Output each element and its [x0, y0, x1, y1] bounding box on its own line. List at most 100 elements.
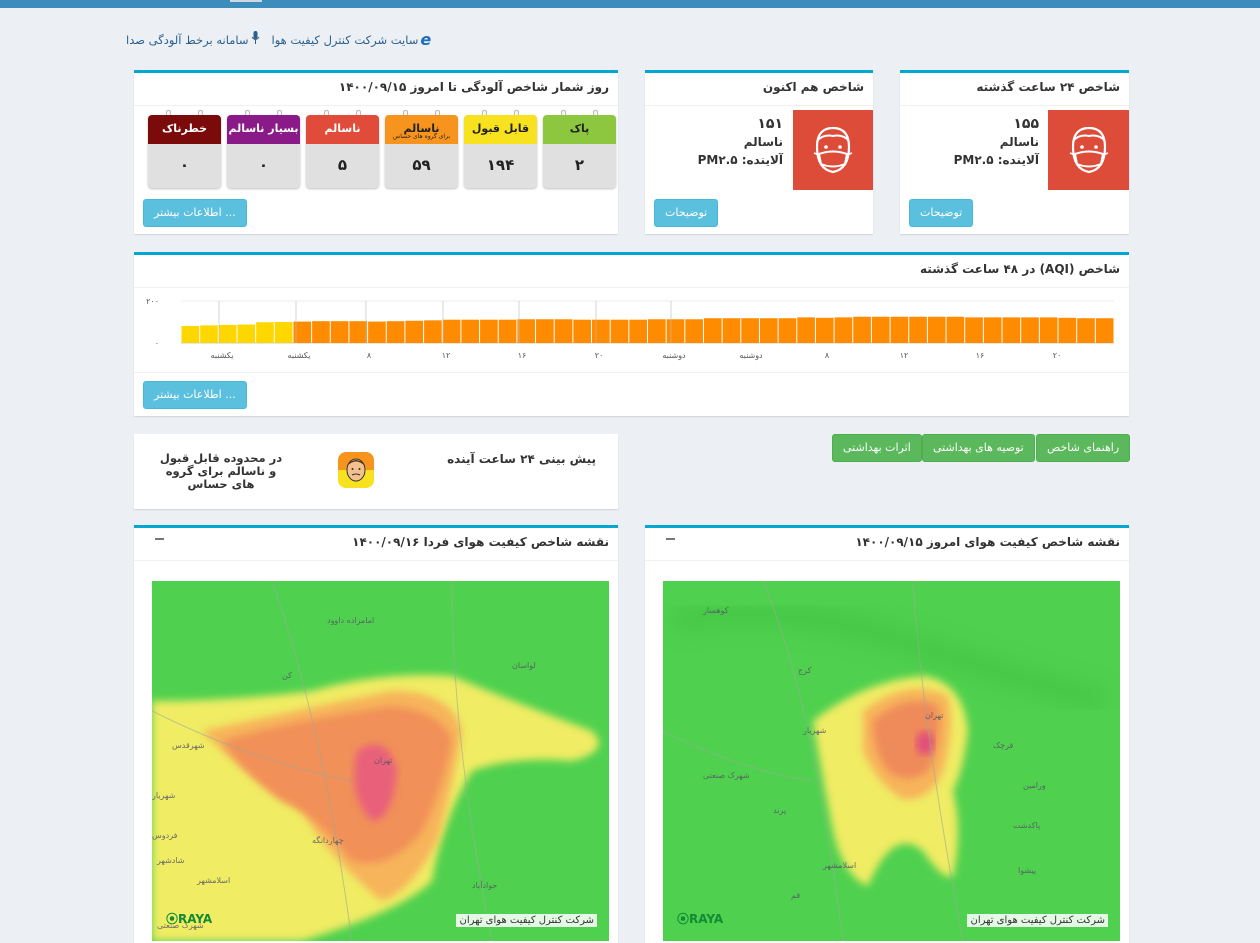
map-tomorrow-image[interactable]: تهران شهرقدس اسلامشهر فردوس شهریار لواسان کن ام… [152, 581, 609, 941]
map-place-label: پرند [773, 806, 787, 815]
forecast-box: پیش بینی ۲۴ ساعت آینده در محدوده قابل قب… [134, 434, 618, 509]
chart-bar[interactable] [778, 318, 797, 343]
chart-bar[interactable] [237, 324, 256, 343]
raya-logo: ⦿RAYA [166, 912, 213, 926]
chart-bar[interactable] [797, 317, 815, 343]
chart-bar[interactable] [759, 318, 778, 343]
chart-bar[interactable] [685, 319, 703, 343]
index-guide-button[interactable]: راهنمای شاخص [1036, 434, 1131, 462]
chart-bar[interactable] [293, 321, 312, 343]
chart-bar[interactable] [312, 321, 330, 343]
chart-bar[interactable] [871, 316, 890, 343]
chart-bar[interactable] [927, 316, 946, 343]
chart-bar[interactable] [666, 319, 685, 343]
aqi-now-icon-tile [793, 110, 873, 190]
map-place-label: امامزاده داوود [327, 616, 375, 625]
chart-bar[interactable] [218, 324, 237, 343]
chart-bar[interactable] [274, 322, 293, 343]
chart-bar[interactable] [554, 319, 573, 343]
map-today-collapse-button[interactable] [666, 538, 675, 540]
chart-bar[interactable] [349, 321, 368, 343]
day-counter-more-button[interactable]: اطلاعات بیشتر ... [143, 199, 247, 227]
aqi-24h-details-button[interactable]: توضیحات [909, 199, 974, 227]
chart-bar[interactable] [1077, 318, 1095, 343]
map-place-label: ورامین [1023, 781, 1046, 790]
chart-bar[interactable] [1058, 317, 1077, 343]
chart-bar[interactable] [610, 319, 629, 343]
health-effects-button[interactable]: اثرات بهداشتی [832, 434, 922, 462]
day-counter-value: ۰ [258, 156, 269, 174]
chart-bar[interactable] [741, 318, 759, 343]
x-tick-label: دوشنبه [662, 351, 686, 360]
chart-bar[interactable] [815, 317, 834, 343]
chart-bar[interactable] [648, 319, 666, 343]
forecast-face-icon [338, 452, 374, 488]
air-quality-site-link[interactable]: e سایت شرکت کنترل کیفیت هوا [271, 30, 432, 49]
aqi-now-details-button[interactable]: توضیحات [654, 199, 719, 227]
chart-bar[interactable] [1095, 318, 1114, 343]
chart-bar[interactable] [629, 319, 647, 343]
chart-bar[interactable] [722, 318, 741, 343]
chart-bar[interactable] [1021, 317, 1039, 343]
chart-bar[interactable] [405, 320, 424, 343]
map-place-label: شهریار [803, 726, 827, 735]
chart-bar[interactable] [853, 316, 871, 343]
day-counter-card: بسیار ناسالم ۰ [227, 110, 300, 188]
chart-bar[interactable] [330, 321, 349, 343]
chart-bar[interactable] [536, 319, 554, 343]
map-place-label: شهرک صنعتی [703, 771, 750, 780]
chart-bar[interactable] [442, 319, 461, 343]
chart-bar[interactable] [592, 319, 610, 343]
microphone-icon [251, 31, 260, 48]
chart-more-button[interactable]: اطلاعات بیشتر ... [143, 381, 247, 409]
map-today-credit: شرکت کنترل کیفیت هوای تهران [967, 914, 1108, 927]
map-place-label: شهریار [152, 791, 176, 800]
x-tick-label: ۸ [825, 351, 830, 360]
map-tomorrow-title: نقشه شاخص کیفیت هوای فردا ۱۴۰۰/۰۹/۱۶ [134, 528, 618, 561]
chart-bar[interactable] [1002, 317, 1021, 343]
map-tomorrow-box: نقشه شاخص کیفیت هوای فردا ۱۴۰۰/۰۹/۱۶ تهر… [134, 525, 618, 943]
x-tick-label: یکشنبه [288, 351, 311, 360]
map-place-label: قم [791, 891, 801, 900]
chart-bar[interactable] [909, 316, 927, 343]
chart-bar[interactable] [424, 320, 442, 343]
day-counter-value: ۵۹ [412, 156, 431, 174]
chart-bar[interactable] [890, 316, 909, 343]
map-place-label: شهرک صنعتی [157, 921, 204, 930]
health-advice-button[interactable]: توصیه های بهداشتی [922, 434, 1035, 462]
chart-bar[interactable] [181, 325, 200, 343]
chart-bar[interactable] [703, 318, 722, 343]
chart-bar[interactable] [834, 317, 853, 343]
chart-bar[interactable] [461, 319, 480, 343]
noise-pollution-link[interactable]: سامانه برخط آلودگی صدا [126, 30, 260, 49]
map-place-label: شادشهر [157, 856, 185, 865]
map-place-label: شهرقدس [172, 741, 205, 750]
map-tomorrow-collapse-button[interactable] [155, 538, 164, 540]
chart-bar[interactable] [200, 325, 218, 343]
aqi-now-title: شاخص هم اکنون [645, 73, 873, 106]
chart-bar[interactable] [946, 316, 965, 343]
chart-bar[interactable] [498, 319, 517, 343]
top-navbar [0, 0, 1260, 8]
aqi-now-box: شاخص هم اکنون ۱۵۱ ناسالم آلاینده: PM۲.۵ … [645, 70, 873, 234]
chart-bar[interactable] [256, 322, 274, 343]
navbar-tab[interactable] [230, 0, 262, 2]
chart-bar[interactable] [573, 319, 592, 343]
forecast-title: پیش بینی ۲۴ ساعت آینده [447, 452, 596, 466]
chart-bar[interactable] [983, 317, 1002, 343]
chart-bar[interactable] [1039, 317, 1058, 343]
chart-bar[interactable] [517, 319, 536, 343]
day-counter-category: بسیار ناسالم [227, 115, 300, 144]
map-place-label: قرچک [993, 741, 1014, 750]
chart-bar[interactable] [368, 321, 386, 343]
chart-bar[interactable] [965, 317, 983, 343]
aqi-now-pollutant: آلاینده: PM۲.۵ [697, 153, 783, 167]
chart-bar[interactable] [480, 319, 498, 343]
map-today-image[interactable]: کوهسار تهران کرج شهریار پرند قم ورامین پاکدشت شه… [663, 581, 1120, 941]
aqi-24h-box: شاخص ۲۴ ساعت گذشته ۱۵۵ ناسالم آلاینده: P… [900, 70, 1129, 234]
aqi-48h-chart-title: شاخص (AQI) در ۴۸ ساعت گذشته [134, 255, 1129, 288]
day-counter-value: ۱۹۴ [486, 156, 515, 174]
day-counter-card: ناسالم ۵ [306, 110, 379, 188]
x-tick-label: ۱۶ [518, 351, 527, 360]
chart-bar[interactable] [386, 321, 405, 343]
